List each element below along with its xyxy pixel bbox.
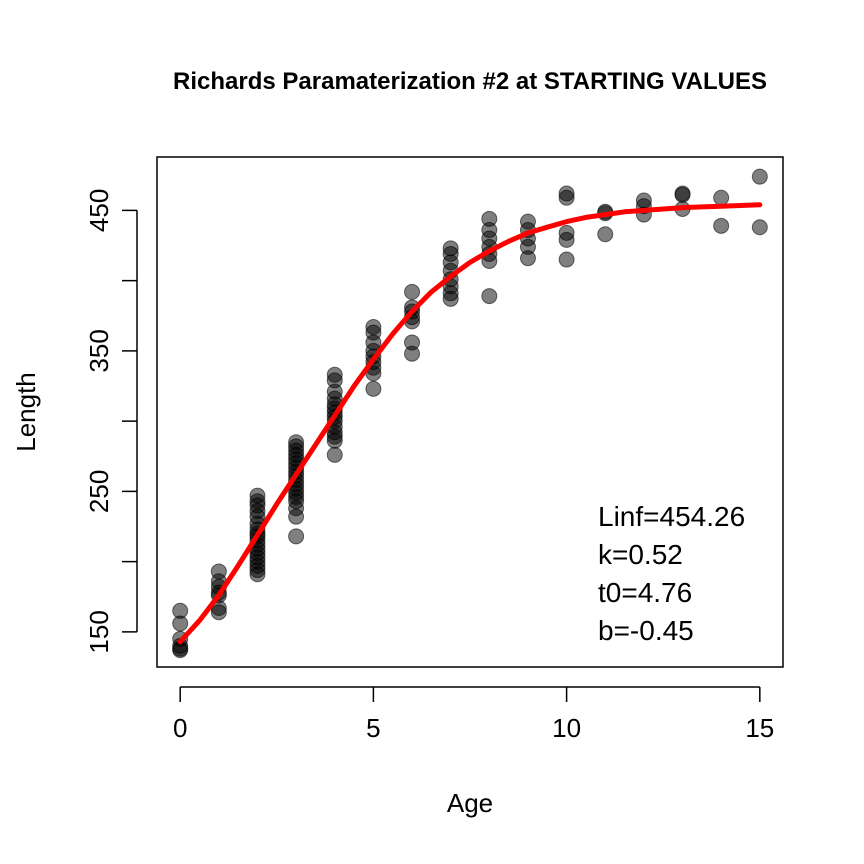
data-point xyxy=(326,432,343,449)
data-point xyxy=(404,283,421,300)
data-point xyxy=(288,508,305,525)
data-point xyxy=(558,251,575,268)
data-point xyxy=(288,528,305,545)
data-point xyxy=(597,226,614,243)
annotation-b: b=-0.45 xyxy=(598,615,694,646)
x-axis: 0 5 10 15 xyxy=(173,686,774,743)
data-point xyxy=(558,189,575,206)
fitted-curve xyxy=(177,202,763,645)
plot-frame xyxy=(156,156,784,668)
y-axis: 150 250 350 450 xyxy=(84,189,138,654)
x-tick-label: 5 xyxy=(366,713,380,743)
data-point xyxy=(249,566,266,583)
data-point xyxy=(481,288,498,305)
y-tick-label: 450 xyxy=(84,189,114,232)
data-point xyxy=(404,345,421,362)
y-axis-label: Length xyxy=(11,372,41,452)
fitted-curve-layer xyxy=(177,202,763,645)
data-point xyxy=(558,231,575,248)
x-tick-label: 0 xyxy=(173,713,187,743)
x-tick-label: 15 xyxy=(745,713,774,743)
data-point xyxy=(442,290,459,307)
data-point xyxy=(713,217,730,234)
y-tick-label: 350 xyxy=(84,329,114,372)
data-point xyxy=(365,380,382,397)
data-point xyxy=(751,168,768,185)
data-point xyxy=(326,446,343,463)
data-point xyxy=(210,604,227,621)
data-point xyxy=(172,615,189,632)
data-point xyxy=(674,186,691,203)
annotation-k: k=0.52 xyxy=(598,539,683,570)
annotation-linf: Linf=454.26 xyxy=(598,501,745,532)
x-tick-label: 10 xyxy=(552,713,581,743)
y-tick-label: 150 xyxy=(84,610,114,653)
chart-title: Richards Paramaterization #2 at STARTING… xyxy=(173,68,767,95)
data-point xyxy=(519,250,536,267)
annotation-t0: t0=4.76 xyxy=(598,577,692,608)
annotation-block: Linf=454.26 k=0.52 t0=4.76 b=-0.45 xyxy=(598,501,745,646)
y-tick-label: 250 xyxy=(84,470,114,513)
data-point xyxy=(751,219,768,236)
x-axis-label: Age xyxy=(447,788,493,818)
data-point xyxy=(713,189,730,206)
